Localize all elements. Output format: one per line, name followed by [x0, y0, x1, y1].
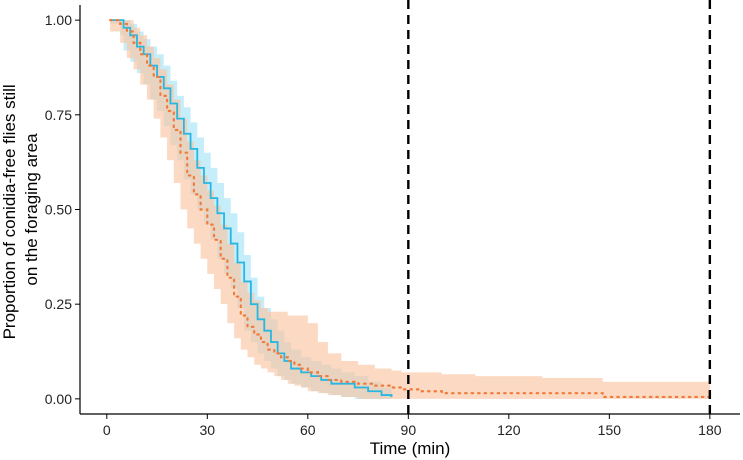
reference-lines [407, 0, 712, 414]
y-axis-title: Proportion of conidia-free flies still o… [0, 80, 41, 340]
survival-curve-2 [109, 19, 711, 399]
x-axis-ticks: 0 30 60 90 120 150 180 [103, 414, 722, 438]
x-tick-label: 60 [300, 422, 316, 438]
x-tick-label: 180 [698, 422, 722, 438]
y-tick-label: 0.25 [45, 296, 72, 312]
y-axis-title-line-2: on the foraging area [22, 133, 41, 286]
x-tick-label: 90 [401, 422, 417, 438]
confidence-band-2 [110, 20, 710, 399]
y-axis-title-line-1: Proportion of conidia-free flies still [0, 84, 19, 339]
x-tick-label: 30 [200, 422, 216, 438]
y-tick-label: 0.00 [45, 391, 72, 407]
axes [79, 5, 740, 415]
y-tick-label: 0.50 [45, 202, 72, 218]
survival-curves [109, 19, 711, 399]
y-tick-label: 1.00 [45, 12, 72, 28]
y-tick-label: 0.75 [45, 107, 72, 123]
confidence-bands [110, 20, 710, 399]
x-tick-label: 150 [598, 422, 622, 438]
x-axis-title: Time (min) [370, 439, 451, 458]
x-tick-label: 0 [103, 422, 111, 438]
x-tick-label: 120 [497, 422, 521, 438]
survival-curve-1 [110, 19, 393, 397]
y-axis-ticks: 0.00 0.25 0.50 0.75 1.00 [45, 12, 80, 407]
